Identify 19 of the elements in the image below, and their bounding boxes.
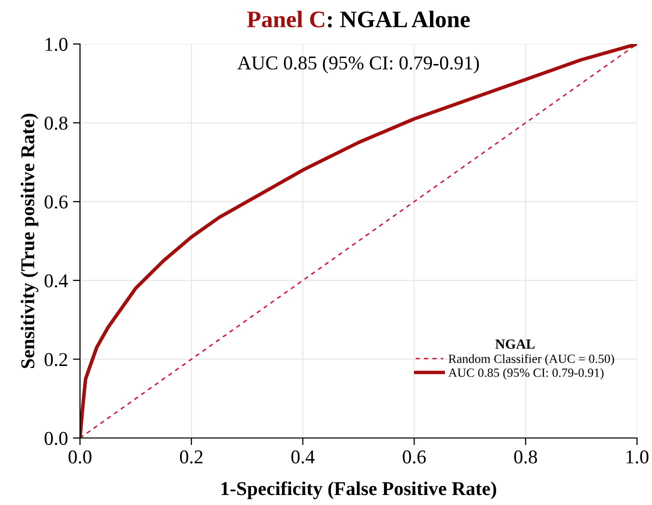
x-tick-label: 0.6 xyxy=(402,450,426,464)
x-tick-label: 0.0 xyxy=(68,450,92,464)
y-tick-label: 0.0 xyxy=(44,432,68,446)
y-tick-label: 1.0 xyxy=(46,38,68,52)
legend-title: NGAL xyxy=(495,339,535,349)
x-tick-label: 0.2 xyxy=(180,450,202,464)
legend-label: AUC 0.85 (95% CI: 0.79-0.91) xyxy=(448,368,604,380)
y-tick-label: 0.6 xyxy=(44,195,68,209)
annotation: AUC 0.85 (95% CI: 0.79-0.91) xyxy=(237,56,479,74)
x-tick-label: 1.0 xyxy=(626,450,648,464)
y-tick-label: 0.4 xyxy=(44,274,68,288)
y-tick-label: 0.2 xyxy=(44,353,68,366)
x-tick-label: 0.8 xyxy=(514,450,538,464)
y-tick-label: 0.8 xyxy=(44,116,68,130)
y-axis-title: Sensitivity (True positive Rate) xyxy=(20,114,38,368)
chart-title: Panel C: NGAL Alone xyxy=(247,10,470,28)
legend-label: Random Classifier (AUC = 0.50) xyxy=(448,354,614,366)
x-tick-label: 0.4 xyxy=(291,450,315,464)
x-axis-title: 1-Specificity (False Positive Rate) xyxy=(222,481,496,500)
